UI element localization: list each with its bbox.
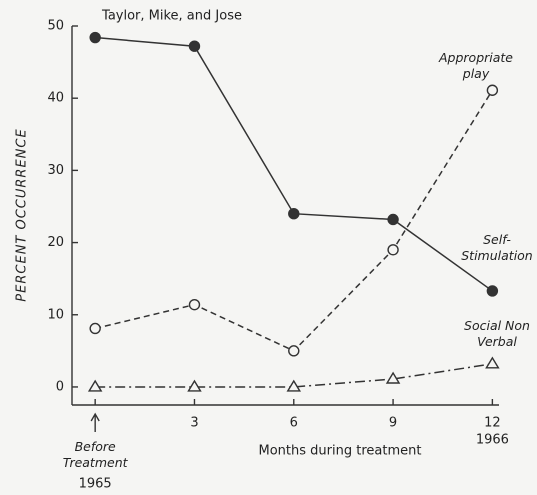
y-tick-label: 50	[47, 19, 64, 34]
marker	[486, 84, 499, 96]
marker	[89, 322, 101, 335]
marker	[387, 244, 399, 256]
year-label: 1965	[79, 477, 112, 492]
y-tick-label: 0	[56, 379, 64, 394]
y-tick-label: 40	[47, 91, 64, 106]
x-axis-label: Months during treatment	[259, 444, 422, 459]
series-label: Appropriate play	[438, 50, 513, 81]
marker	[89, 31, 101, 44]
marker	[486, 285, 499, 297]
marker	[385, 371, 401, 384]
marker	[188, 40, 201, 52]
marker	[286, 379, 302, 392]
marker	[288, 345, 300, 357]
x-tick-label: 6	[290, 416, 298, 431]
series-label: Self-Stimulation	[461, 232, 533, 263]
marker	[188, 298, 201, 311]
marker	[387, 213, 399, 226]
x-tick-label: 12	[484, 416, 501, 431]
y-tick-label: 20	[47, 235, 64, 250]
x-tick-label: 3	[190, 416, 198, 431]
y-axis-label: PERCENT OCCURRENCE	[15, 128, 30, 301]
y-tick-label: 10	[47, 307, 64, 322]
x-tick-label: 9	[389, 416, 397, 431]
marker	[288, 207, 300, 220]
series-line	[95, 363, 493, 388]
chart-title: Taylor, Mike, and Jose	[101, 9, 242, 24]
series-line	[94, 89, 494, 352]
marker	[187, 379, 202, 392]
y-tick-label: 30	[47, 163, 64, 178]
x-tick-arrow-head	[90, 412, 100, 422]
marker	[87, 379, 103, 392]
x-tick-label: Before Treatment	[62, 439, 128, 470]
series-label: Social Non Verbal	[464, 318, 530, 349]
marker	[485, 356, 500, 369]
year-label: 1966	[476, 433, 509, 448]
